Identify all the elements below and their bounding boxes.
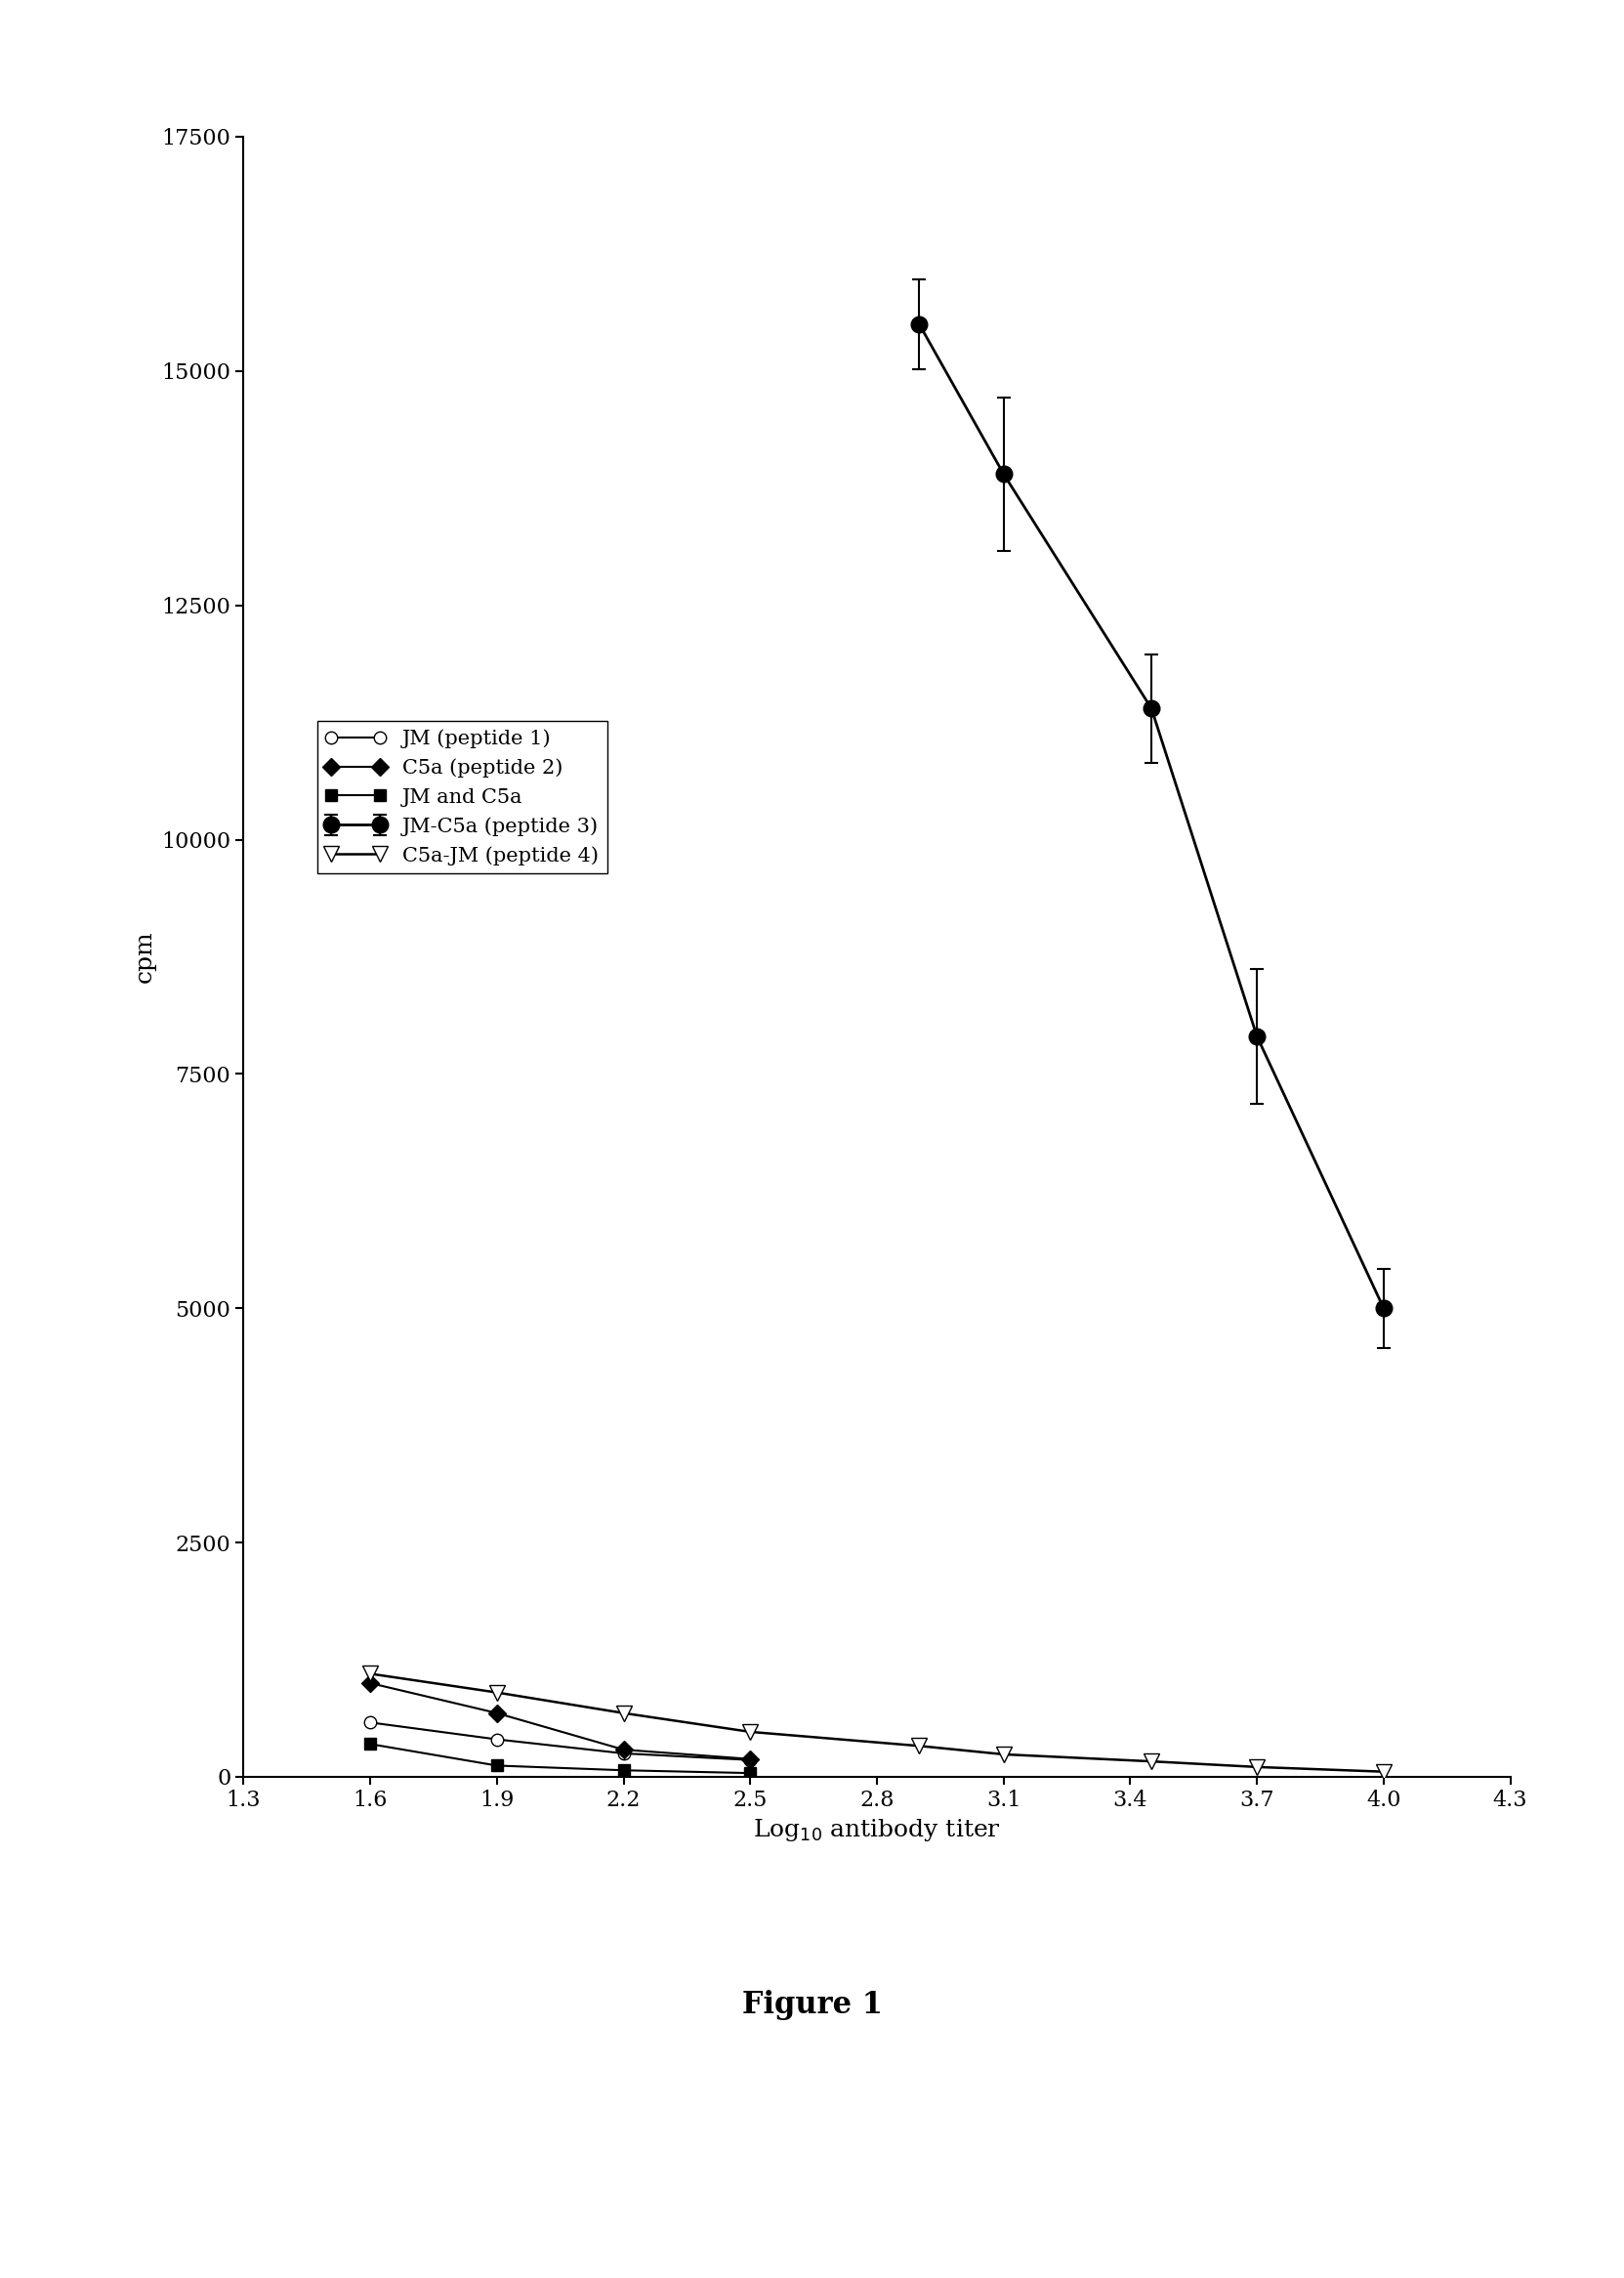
C5a-JM (peptide 4): [1374, 1759, 1393, 1786]
Line: C5a-JM (peptide 4): C5a-JM (peptide 4): [362, 1665, 1392, 1779]
JM (peptide 1): [361, 1708, 380, 1736]
C5a-JM (peptide 4): [487, 1679, 507, 1706]
C5a-JM (peptide 4): [1142, 1747, 1161, 1775]
JM (peptide 1): [741, 1747, 760, 1775]
JM and C5a: [614, 1756, 633, 1784]
Line: C5a (peptide 2): C5a (peptide 2): [364, 1677, 757, 1765]
Line: JM and C5a: JM and C5a: [365, 1738, 755, 1779]
C5a-JM (peptide 4): [994, 1740, 1013, 1768]
C5a-JM (peptide 4): [741, 1718, 760, 1745]
Legend: JM (peptide 1), C5a (peptide 2), JM and C5a, JM-C5a (peptide 3), C5a-JM (peptide: JM (peptide 1), C5a (peptide 2), JM and …: [317, 720, 607, 872]
C5a-JM (peptide 4): [1247, 1754, 1267, 1781]
C5a-JM (peptide 4): [361, 1661, 380, 1688]
C5a (peptide 2): [741, 1745, 760, 1772]
JM and C5a: [487, 1752, 507, 1779]
JM (peptide 1): [487, 1727, 507, 1754]
Text: Figure 1: Figure 1: [742, 1989, 882, 2021]
C5a (peptide 2): [487, 1699, 507, 1727]
JM and C5a: [361, 1731, 380, 1759]
C5a-JM (peptide 4): [909, 1731, 929, 1759]
Line: JM (peptide 1): JM (peptide 1): [364, 1715, 757, 1765]
X-axis label: Log$_{10}$ antibody titer: Log$_{10}$ antibody titer: [754, 1816, 1000, 1843]
C5a-JM (peptide 4): [614, 1699, 633, 1727]
JM and C5a: [741, 1759, 760, 1786]
C5a (peptide 2): [361, 1670, 380, 1697]
C5a (peptide 2): [614, 1736, 633, 1763]
JM (peptide 1): [614, 1740, 633, 1768]
Y-axis label: cpm: cpm: [133, 932, 156, 982]
